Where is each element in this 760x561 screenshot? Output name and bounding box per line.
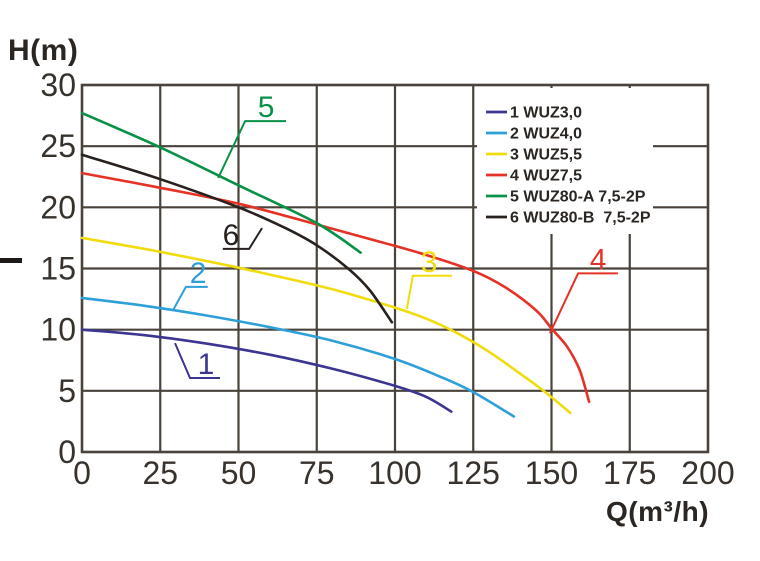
annotation-leader-2 [172, 285, 208, 311]
x-tick-label-175: 175 [603, 455, 656, 491]
legend-label-6: 6 WUZ80-B 7,5-2P [510, 210, 651, 227]
series-curve-6 [80, 153, 394, 324]
crop-mark-dash [0, 258, 22, 263]
y-axis-title: H(m) [8, 34, 79, 67]
y-tick-label-15: 15 [40, 251, 76, 287]
annotation-label-1: 1 [198, 348, 215, 381]
annotation-label-3: 3 [421, 246, 438, 279]
series-curve-3 [80, 236, 572, 415]
y-tick-label-25: 25 [40, 128, 76, 164]
annotation-leader-5 [217, 120, 287, 179]
plot-border [80, 83, 710, 454]
annotation-leader-3 [405, 274, 452, 310]
x-tick-label-100: 100 [368, 455, 421, 491]
annotation-leader-1 [174, 342, 220, 379]
series-curve-1 [80, 328, 453, 413]
y-tick-label-20: 20 [40, 189, 76, 225]
legend-label-2: 2 WUZ4,0 [510, 126, 582, 143]
annotation-leader-6 [222, 227, 263, 250]
x-tick-label-200: 200 [681, 455, 734, 491]
x-tick-label-0: 0 [73, 455, 91, 491]
x-tick-label-150: 150 [525, 455, 578, 491]
legend-label-4: 4 WUZ7,5 [510, 168, 582, 185]
x-axis-title: Q(m³/h) [606, 496, 710, 527]
x-tick-label-25: 25 [142, 455, 178, 491]
x-tick-label-50: 50 [221, 455, 257, 491]
legend-label-1: 1 WUZ3,0 [510, 105, 582, 122]
series-curve-4 [80, 171, 591, 404]
x-tick-label-125: 125 [447, 455, 500, 491]
annotation-label-2: 2 [190, 257, 207, 290]
y-tick-label-0: 0 [58, 434, 76, 470]
y-tick-label-5: 5 [58, 373, 76, 409]
y-tick-label-10: 10 [40, 312, 76, 348]
legend-label-3: 3 WUZ5,5 [510, 147, 582, 164]
annotation-leader-4 [548, 272, 618, 334]
x-tick-label-75: 75 [299, 455, 335, 491]
y-tick-label-30: 30 [40, 67, 76, 103]
annotation-label-6: 6 [223, 219, 240, 252]
legend-label-5: 5 WUZ80-A 7,5-2P [510, 189, 646, 206]
series-curve-5 [80, 111, 362, 254]
series-curve-2 [80, 296, 516, 418]
annotation-label-4: 4 [590, 243, 607, 276]
annotation-label-5: 5 [258, 91, 275, 124]
